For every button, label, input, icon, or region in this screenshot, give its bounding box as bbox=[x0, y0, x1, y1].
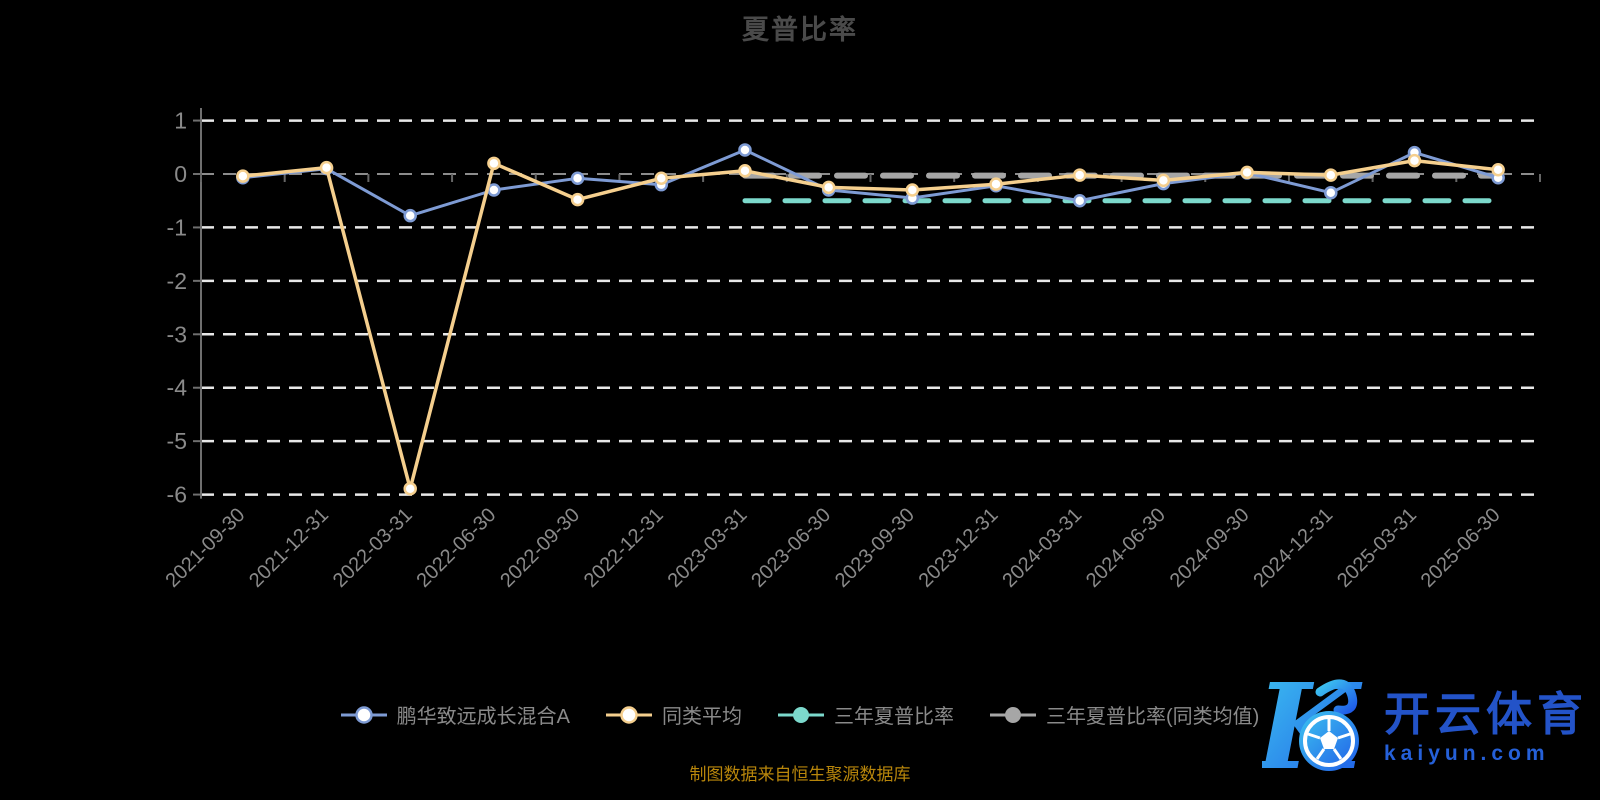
data-point-0-3 bbox=[487, 183, 501, 197]
legend-item-3y-sharpe[interactable]: 三年夏普比率 bbox=[778, 700, 954, 729]
x-axis-label: 2023-12-31 bbox=[915, 504, 1003, 592]
legend-marker-3y-sharpe-icon bbox=[778, 706, 824, 723]
data-point-1-10 bbox=[1072, 168, 1087, 182]
kaiyun-watermark[interactable]: K 开云体育 kaiyun.com bbox=[1262, 664, 1588, 792]
legend-marker-3y-sharpe-average-icon bbox=[990, 706, 1036, 723]
data-point-0-2 bbox=[403, 208, 417, 223]
data-point-1-7 bbox=[821, 180, 836, 195]
kaiyun-logo-icon: K bbox=[1262, 664, 1363, 792]
y-axis-label: -4 bbox=[167, 375, 188, 401]
x-axis-label: 2025-06-30 bbox=[1417, 504, 1505, 592]
legend-item-category-average[interactable]: 同类平均 bbox=[606, 700, 742, 729]
x-axis-label: 2024-06-30 bbox=[1082, 504, 1170, 592]
legend-marker-fund-icon bbox=[340, 705, 387, 724]
data-point-1-4 bbox=[570, 192, 585, 207]
x-axis-label: 2022-09-30 bbox=[496, 504, 584, 592]
data-point-1-1 bbox=[319, 160, 334, 175]
x-axis-label: 2023-03-31 bbox=[664, 504, 752, 592]
data-point-1-14 bbox=[1407, 153, 1422, 168]
x-axis-label: 2024-12-31 bbox=[1249, 504, 1337, 592]
chart-title: 夏普比率 bbox=[742, 15, 858, 45]
legend-label-category-average: 同类平均 bbox=[662, 706, 742, 728]
legend-marker-category-average-icon bbox=[606, 705, 652, 724]
x-axis-label: 2023-06-30 bbox=[747, 504, 835, 592]
kaiyun-url[interactable]: kaiyun.com bbox=[1384, 742, 1550, 766]
x-axis-label: 2024-03-31 bbox=[998, 504, 1086, 592]
legend-item-3y-sharpe-average[interactable]: 三年夏普比率(同类均值) bbox=[990, 700, 1259, 729]
x-axis-label: 2021-12-31 bbox=[245, 504, 333, 592]
kaiyun-watermark-text: 开云体育 kaiyun.com bbox=[1384, 690, 1588, 766]
x-axis-label: 2021-09-30 bbox=[161, 504, 249, 592]
y-axis-label: -6 bbox=[167, 482, 187, 508]
data-point-0-4 bbox=[570, 171, 585, 186]
x-axis-label: 2023-09-30 bbox=[831, 504, 919, 592]
y-axis-label: -1 bbox=[167, 214, 187, 240]
sharpe-ratio-line-chart: 1 0 -1 -2 -3 -4 -5 -6 2021-09-30 2021-12-31 2022-0… bbox=[161, 108, 1541, 592]
data-point-1-0 bbox=[236, 169, 250, 183]
chart-canvas: 10-1-2-3-4-5-62021-09-302021-12-312022-0… bbox=[161, 108, 1541, 592]
data-point-1-5 bbox=[654, 171, 669, 186]
data-point-1-13 bbox=[1324, 168, 1338, 182]
data-point-1-6 bbox=[738, 164, 752, 178]
kaiyun-brand-name: 开云体育 bbox=[1384, 687, 1588, 740]
data-point-0-6 bbox=[738, 143, 752, 157]
x-axis-label: 2025-03-31 bbox=[1333, 504, 1421, 592]
data-point-1-2 bbox=[403, 481, 417, 496]
x-axis-label: 2022-12-31 bbox=[580, 504, 668, 592]
data-point-0-13 bbox=[1324, 185, 1338, 200]
y-axis-label: -3 bbox=[167, 321, 187, 347]
x-axis-label: 2022-06-30 bbox=[413, 504, 501, 592]
y-axis-label: 0 bbox=[174, 161, 187, 187]
legend-item-fund[interactable]: 鹏华致远成长混合A bbox=[340, 700, 570, 729]
data-point-1-15 bbox=[1491, 162, 1505, 177]
x-axis-label: 2024-09-30 bbox=[1166, 504, 1254, 592]
data-point-1-11 bbox=[1156, 173, 1171, 188]
data-point-0-10 bbox=[1072, 193, 1087, 208]
data-point-1-9 bbox=[989, 177, 1003, 191]
y-axis-label: -2 bbox=[167, 268, 187, 294]
chart-legend: 鹏华致远成长混合A 同类平均 三年夏普比率 三年夏普比率(同类均值) bbox=[0, 700, 1600, 729]
data-point-1-8 bbox=[905, 183, 920, 197]
legend-label-3y-sharpe-average: 三年夏普比率(同类均值) bbox=[1046, 706, 1260, 728]
legend-label-fund: 鹏华致远成长混合A bbox=[396, 706, 570, 728]
legend-label-3y-sharpe: 三年夏普比率 bbox=[834, 706, 954, 728]
y-axis-label: -5 bbox=[167, 428, 187, 454]
data-source-note: 制图数据来自恒生聚源数据库 bbox=[689, 765, 911, 784]
x-axis-label: 2022-03-31 bbox=[329, 504, 417, 592]
y-axis-label: 1 bbox=[174, 108, 187, 134]
data-point-1-3 bbox=[487, 156, 501, 171]
data-point-1-12 bbox=[1240, 165, 1254, 180]
series-line-0 bbox=[241, 148, 1500, 218]
series-line-1 bbox=[241, 158, 1500, 491]
